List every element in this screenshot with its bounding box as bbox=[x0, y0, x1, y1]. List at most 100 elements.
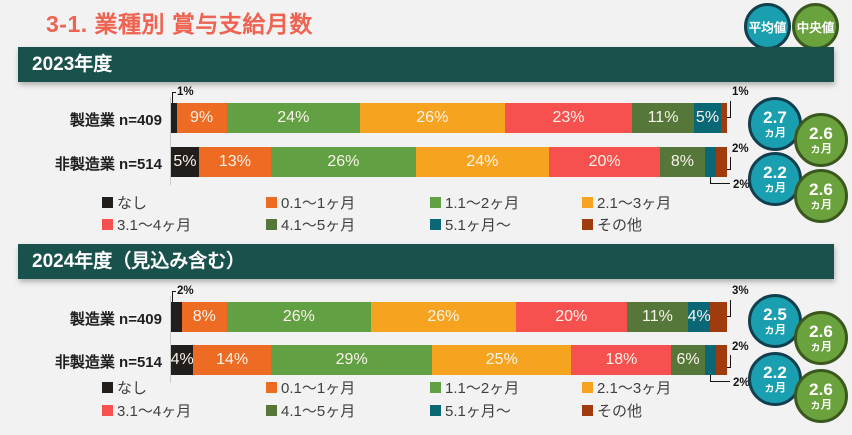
median-value: 2.6 bbox=[809, 180, 833, 200]
median-value: 2.6 bbox=[809, 380, 833, 400]
page-title: 3-1. 業種別 賞与支給月数 bbox=[46, 11, 313, 37]
section-heading-2023: 2023年度 bbox=[18, 47, 834, 82]
bar-segment-4: 26% bbox=[360, 103, 505, 133]
axis-line bbox=[170, 296, 171, 383]
callout-value: 1% bbox=[732, 86, 749, 98]
bar-segment-3: 26% bbox=[226, 302, 372, 332]
legend-swatch bbox=[430, 219, 441, 230]
median-value: 2.6 bbox=[809, 124, 833, 144]
mean-value: 2.2 bbox=[763, 163, 787, 183]
legend-item: 3.1〜4ヶ月 bbox=[102, 216, 192, 234]
callout-line bbox=[710, 177, 730, 184]
legend-label: 5.1ヶ月〜 bbox=[445, 403, 511, 420]
legend-swatch bbox=[582, 405, 593, 416]
bar-segment-8 bbox=[715, 147, 727, 177]
mean-unit: ヵ月 bbox=[764, 126, 786, 139]
bar-segment-3: 29% bbox=[271, 345, 433, 375]
legend-label: 1.1〜2ヶ月 bbox=[445, 380, 520, 397]
callout-line bbox=[172, 291, 176, 302]
legend-label: 3.1〜4ヶ月 bbox=[117, 217, 192, 234]
median-unit: ヵ月 bbox=[810, 198, 832, 211]
bar-segment-5: 18% bbox=[571, 345, 672, 375]
mean-unit: ヵ月 bbox=[764, 381, 786, 394]
bar-segment-8 bbox=[710, 302, 727, 332]
bar-segment-7: 5% bbox=[693, 103, 722, 133]
callout-line bbox=[727, 355, 731, 368]
median-value-circle: 2.6 ヵ月 bbox=[794, 113, 848, 167]
legend-item: 0.1〜1ヶ月 bbox=[266, 379, 355, 397]
bar-segment-3: 24% bbox=[226, 103, 361, 133]
legend-item: 3.1〜4ヶ月 bbox=[102, 402, 192, 420]
mean-value: 2.5 bbox=[763, 305, 787, 325]
median-value-circle: 2.6 ヵ月 bbox=[794, 369, 848, 423]
legend-item: 0.1〜1ヶ月 bbox=[266, 194, 356, 212]
median-value-circle: 2.6 ヵ月 bbox=[794, 311, 848, 365]
legend-label: 2.1〜3ヶ月 bbox=[597, 380, 672, 397]
legend-item: その他 bbox=[582, 402, 643, 420]
axis-line bbox=[170, 97, 171, 185]
callout-line bbox=[727, 157, 731, 170]
legend-swatch bbox=[266, 382, 277, 393]
mean-value: 2.2 bbox=[763, 363, 787, 383]
legend-swatch bbox=[266, 197, 277, 208]
category-label: 非製造業 n=514 bbox=[54, 156, 162, 173]
bar-segment-6: 6% bbox=[671, 345, 705, 375]
mean-unit: ヵ月 bbox=[764, 323, 786, 336]
category-label: 非製造業 n=514 bbox=[54, 354, 162, 371]
legend-swatch bbox=[102, 405, 113, 416]
bar-segment-8 bbox=[715, 345, 727, 375]
mean-value: 2.7 bbox=[763, 108, 787, 128]
legend-label: 3.1〜4ヶ月 bbox=[117, 403, 192, 420]
bar-segment-4: 24% bbox=[415, 147, 550, 177]
legend-swatch bbox=[102, 382, 113, 393]
mean-value-circle: 2.2 ヵ月 bbox=[748, 152, 802, 206]
median-unit: ヵ月 bbox=[810, 398, 832, 411]
legend-swatch bbox=[102, 197, 113, 208]
legend-label: その他 bbox=[597, 403, 643, 420]
legend-item: 1.1〜2ヶ月 bbox=[430, 379, 520, 397]
legend-swatch bbox=[582, 219, 593, 230]
median-value: 2.6 bbox=[809, 322, 833, 342]
callout-value: 1% bbox=[177, 86, 194, 98]
legend-label: 2.1〜3ヶ月 bbox=[597, 195, 672, 212]
bar-segment-5: 20% bbox=[515, 302, 627, 332]
callout-line bbox=[727, 300, 731, 317]
bar-segment-6: 8% bbox=[660, 147, 705, 177]
callout-value: 2% bbox=[732, 143, 749, 155]
stacked-bar: 4% 14% 29% 25% 18% 6% bbox=[171, 345, 727, 375]
callout-line bbox=[172, 92, 176, 103]
median-unit: ヵ月 bbox=[810, 142, 832, 155]
bar-segment-2: 8% bbox=[182, 302, 227, 332]
bar-segment-1 bbox=[171, 103, 177, 133]
bar-segment-3: 26% bbox=[271, 147, 416, 177]
bar-segment-1: 5% bbox=[171, 147, 199, 177]
bar-segment-7 bbox=[704, 147, 716, 177]
legend-item: 2.1〜3ヶ月 bbox=[582, 194, 672, 212]
bar-segment-2: 13% bbox=[198, 147, 272, 177]
legend-item: なし bbox=[102, 379, 147, 397]
callout-line bbox=[727, 101, 731, 118]
legend-label: 0.1〜1ヶ月 bbox=[281, 195, 356, 212]
stacked-bar: 8% 26% 26% 20% 11% 4% bbox=[171, 302, 727, 332]
legend-label: その他 bbox=[597, 217, 643, 234]
legend-item: その他 bbox=[582, 216, 643, 234]
legend-swatch bbox=[430, 382, 441, 393]
median-unit: ヵ月 bbox=[810, 340, 832, 353]
bar-segment-8 bbox=[721, 103, 727, 133]
mean-unit: ヵ月 bbox=[764, 181, 786, 194]
legend-item: 5.1ヶ月〜 bbox=[430, 402, 511, 420]
legend-label: 1.1〜2ヶ月 bbox=[445, 195, 520, 212]
legend-swatch bbox=[430, 197, 441, 208]
callout-line bbox=[710, 375, 730, 382]
legend-label: 5.1ヶ月〜 bbox=[445, 217, 511, 234]
callout-value: 2% bbox=[733, 377, 750, 389]
legend-swatch bbox=[582, 382, 593, 393]
bar-segment-5: 20% bbox=[549, 147, 661, 177]
legend-swatch bbox=[266, 219, 277, 230]
legend-label: なし bbox=[117, 195, 148, 212]
section-heading-2024: 2024年度（見込み含む） bbox=[18, 244, 834, 279]
bar-segment-2: 14% bbox=[193, 345, 272, 375]
bar-segment-4: 25% bbox=[432, 345, 572, 375]
